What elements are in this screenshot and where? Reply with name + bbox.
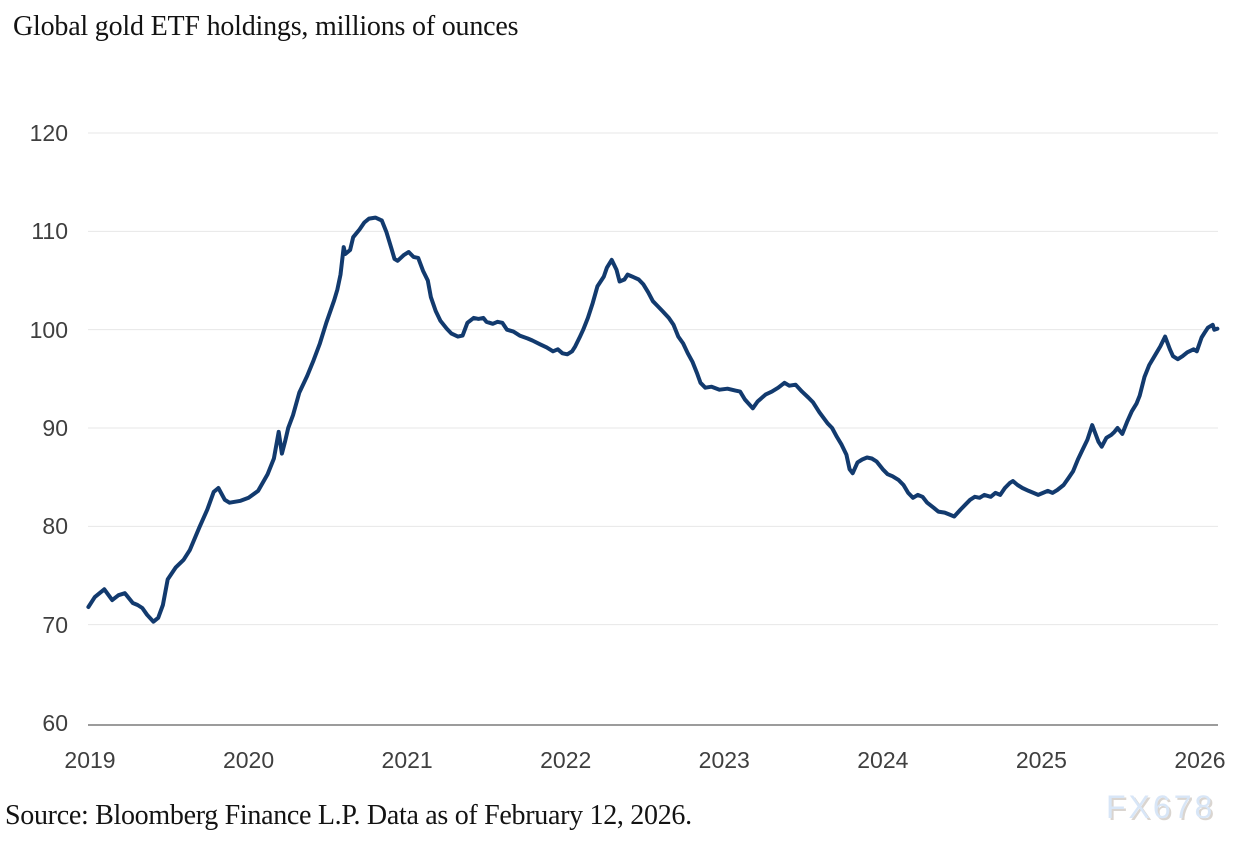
x-tick-label: 2024 (857, 747, 909, 773)
x-tick-label: 2022 (540, 747, 592, 773)
source-note: Source: Bloomberg Finance L.P. Data as o… (5, 800, 692, 831)
x-tick-label: 2019 (64, 747, 116, 773)
x-tick-label: 2021 (381, 747, 433, 773)
watermark: FX678 (1106, 789, 1216, 825)
x-tick-label: 2026 (1174, 747, 1226, 773)
y-tick-label: 80 (42, 513, 68, 540)
y-tick-label: 110 (31, 218, 68, 245)
chart-title: Global gold ETF holdings, millions of ou… (13, 11, 519, 42)
y-tick-label: 90 (42, 415, 68, 441)
x-tick-label: 2023 (698, 747, 750, 773)
series-line (86, 215, 1220, 624)
y-tick-label: 60 (42, 710, 68, 736)
y-tick-label: 70 (42, 611, 68, 638)
x-tick-label: 2025 (1015, 747, 1067, 773)
y-tick-label: 120 (29, 120, 68, 146)
y-tick-label: 100 (29, 316, 68, 343)
x-tick-label: 2020 (222, 747, 275, 773)
